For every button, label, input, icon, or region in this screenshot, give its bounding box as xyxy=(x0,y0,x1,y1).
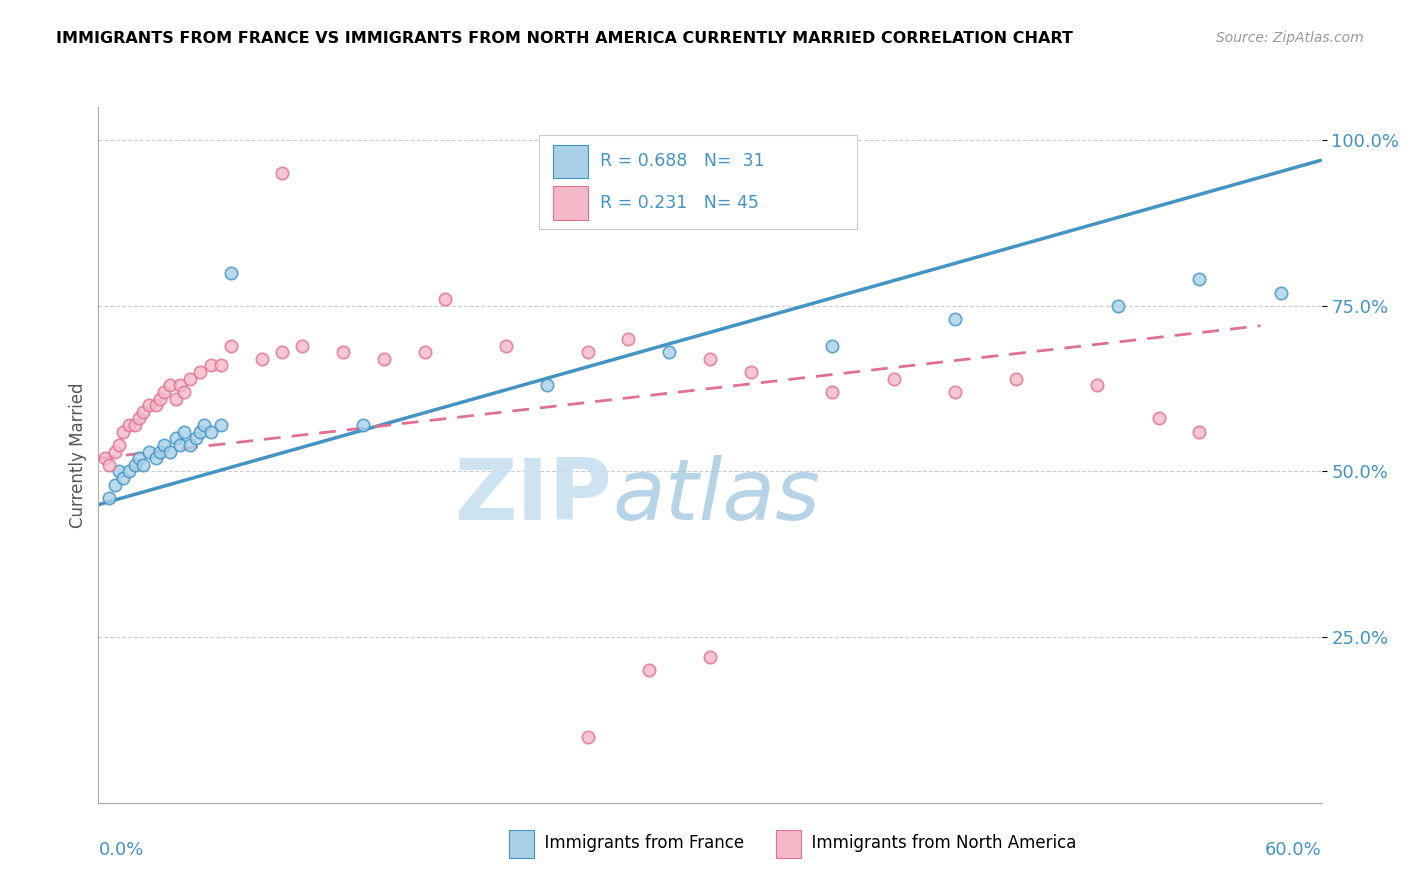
Point xyxy=(97,458,120,472)
Point xyxy=(188,425,212,439)
Point xyxy=(637,663,661,677)
Point xyxy=(373,351,395,366)
Point xyxy=(413,345,436,359)
Point xyxy=(1004,372,1026,386)
Point xyxy=(658,345,681,359)
Point xyxy=(108,438,131,452)
Text: 0.0%: 0.0% xyxy=(98,841,143,859)
Point xyxy=(93,451,115,466)
Point xyxy=(291,338,314,352)
Point xyxy=(124,458,146,472)
Point xyxy=(152,438,174,452)
Point xyxy=(1107,299,1129,313)
Text: IMMIGRANTS FROM FRANCE VS IMMIGRANTS FROM NORTH AMERICA CURRENTLY MARRIED CORREL: IMMIGRANTS FROM FRANCE VS IMMIGRANTS FRO… xyxy=(56,31,1073,46)
Point xyxy=(169,438,191,452)
Point xyxy=(145,451,167,466)
Y-axis label: Currently Married: Currently Married xyxy=(69,382,87,528)
Point xyxy=(495,338,517,352)
Point xyxy=(149,444,172,458)
Point xyxy=(434,292,457,306)
Point xyxy=(165,431,187,445)
Text: 60.0%: 60.0% xyxy=(1265,841,1322,859)
Point xyxy=(943,384,966,399)
Text: Immigrants from France: Immigrants from France xyxy=(534,834,744,852)
Point xyxy=(699,650,721,665)
Point xyxy=(111,425,134,439)
Point xyxy=(883,372,905,386)
Point xyxy=(699,351,721,366)
Point xyxy=(1270,285,1292,300)
Point xyxy=(128,411,150,425)
Point xyxy=(128,451,150,466)
Point xyxy=(173,384,195,399)
Point xyxy=(188,365,212,379)
Point xyxy=(169,378,191,392)
Point xyxy=(1188,425,1211,439)
Text: R = 0.688   N=  31: R = 0.688 N= 31 xyxy=(600,153,765,170)
Point xyxy=(132,405,155,419)
Text: Immigrants from North America: Immigrants from North America xyxy=(801,834,1077,852)
Point xyxy=(186,431,208,445)
Point xyxy=(1188,272,1211,286)
Point xyxy=(111,471,134,485)
Text: R = 0.231   N= 45: R = 0.231 N= 45 xyxy=(600,194,759,212)
Point xyxy=(821,384,844,399)
Point xyxy=(250,351,273,366)
Point xyxy=(173,425,195,439)
Point xyxy=(138,444,160,458)
FancyBboxPatch shape xyxy=(538,135,856,229)
Bar xyxy=(554,186,588,219)
Point xyxy=(179,438,201,452)
Point xyxy=(104,444,127,458)
Point xyxy=(165,392,187,406)
Point xyxy=(152,384,174,399)
Text: atlas: atlas xyxy=(612,455,820,538)
Point xyxy=(821,338,844,352)
Point xyxy=(1147,411,1170,425)
Point xyxy=(576,730,599,744)
Point xyxy=(1085,378,1108,392)
Point xyxy=(219,338,242,352)
Point xyxy=(352,418,374,433)
Point xyxy=(576,345,599,359)
Point xyxy=(159,444,181,458)
Bar xyxy=(554,145,588,178)
Text: Source: ZipAtlas.com: Source: ZipAtlas.com xyxy=(1216,31,1364,45)
Point xyxy=(943,312,966,326)
Point xyxy=(270,166,294,180)
Point xyxy=(118,465,141,479)
Point xyxy=(209,418,232,433)
Point xyxy=(617,332,640,346)
Point xyxy=(536,378,558,392)
Point xyxy=(159,378,181,392)
Point xyxy=(193,418,215,433)
Point xyxy=(124,418,146,433)
Point xyxy=(209,359,232,373)
Point xyxy=(149,392,172,406)
Point xyxy=(138,398,160,412)
Point xyxy=(118,418,141,433)
Point xyxy=(270,345,294,359)
Point xyxy=(132,458,155,472)
Point xyxy=(145,398,167,412)
Point xyxy=(179,372,201,386)
Point xyxy=(332,345,354,359)
Point xyxy=(200,425,222,439)
Text: ZIP: ZIP xyxy=(454,455,612,538)
Point xyxy=(200,359,222,373)
Point xyxy=(97,491,120,505)
Point xyxy=(108,465,131,479)
Point xyxy=(104,477,127,491)
Point xyxy=(219,266,242,280)
Point xyxy=(740,365,762,379)
